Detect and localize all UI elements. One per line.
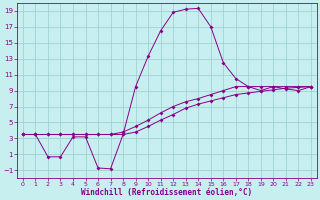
- X-axis label: Windchill (Refroidissement éolien,°C): Windchill (Refroidissement éolien,°C): [81, 188, 252, 197]
